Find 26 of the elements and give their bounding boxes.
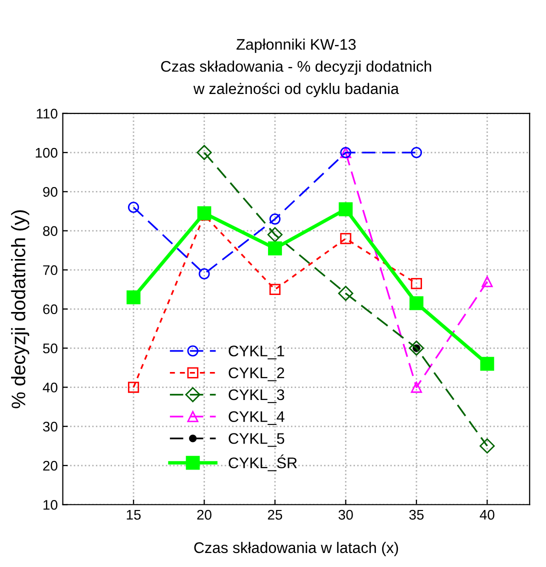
y-tick-label: 30 bbox=[43, 422, 58, 432]
y-tick-label: 60 bbox=[43, 304, 58, 314]
y-tick-label: 90 bbox=[43, 186, 58, 197]
legend-label: CYKL_3 bbox=[228, 389, 284, 404]
x-tick-label: 25 bbox=[268, 510, 282, 520]
y-tick-label: 110 bbox=[36, 108, 58, 119]
y-tick-label: 20 bbox=[43, 460, 58, 471]
legend-label: CYKL_ŚR bbox=[228, 454, 297, 472]
y-tick-label: 40 bbox=[42, 382, 58, 392]
legend-label: CYKL_1 bbox=[228, 346, 284, 360]
x-tick-label: 35 bbox=[409, 510, 424, 520]
y-tick-label: 70 bbox=[43, 265, 58, 276]
y-tick-label: 10 bbox=[44, 500, 58, 510]
x-tick-label: 15 bbox=[126, 510, 141, 520]
legend-label: CYKL_2 bbox=[228, 367, 284, 382]
x-axis-title: Czas składowania w latach (x) bbox=[194, 542, 398, 556]
y-tick-label: 80 bbox=[43, 226, 58, 236]
y-tick-label: 50 bbox=[43, 343, 58, 354]
x-tick-label: 40 bbox=[480, 510, 494, 520]
x-tick-label: 30 bbox=[338, 510, 353, 520]
y-axis-title: % decyzji dodatnich (y) bbox=[11, 210, 30, 408]
x-tick-label: 20 bbox=[197, 510, 212, 520]
y-tick-label: 100 bbox=[36, 148, 58, 158]
legend-label: CYKL_5 bbox=[228, 433, 284, 447]
chart-title: Zapłonniki KW-13 Czas składowania - % decyzji dodatnich w zależności od cyklu badania bbox=[161, 38, 432, 98]
legend-label: CYKL_4 bbox=[228, 411, 284, 425]
